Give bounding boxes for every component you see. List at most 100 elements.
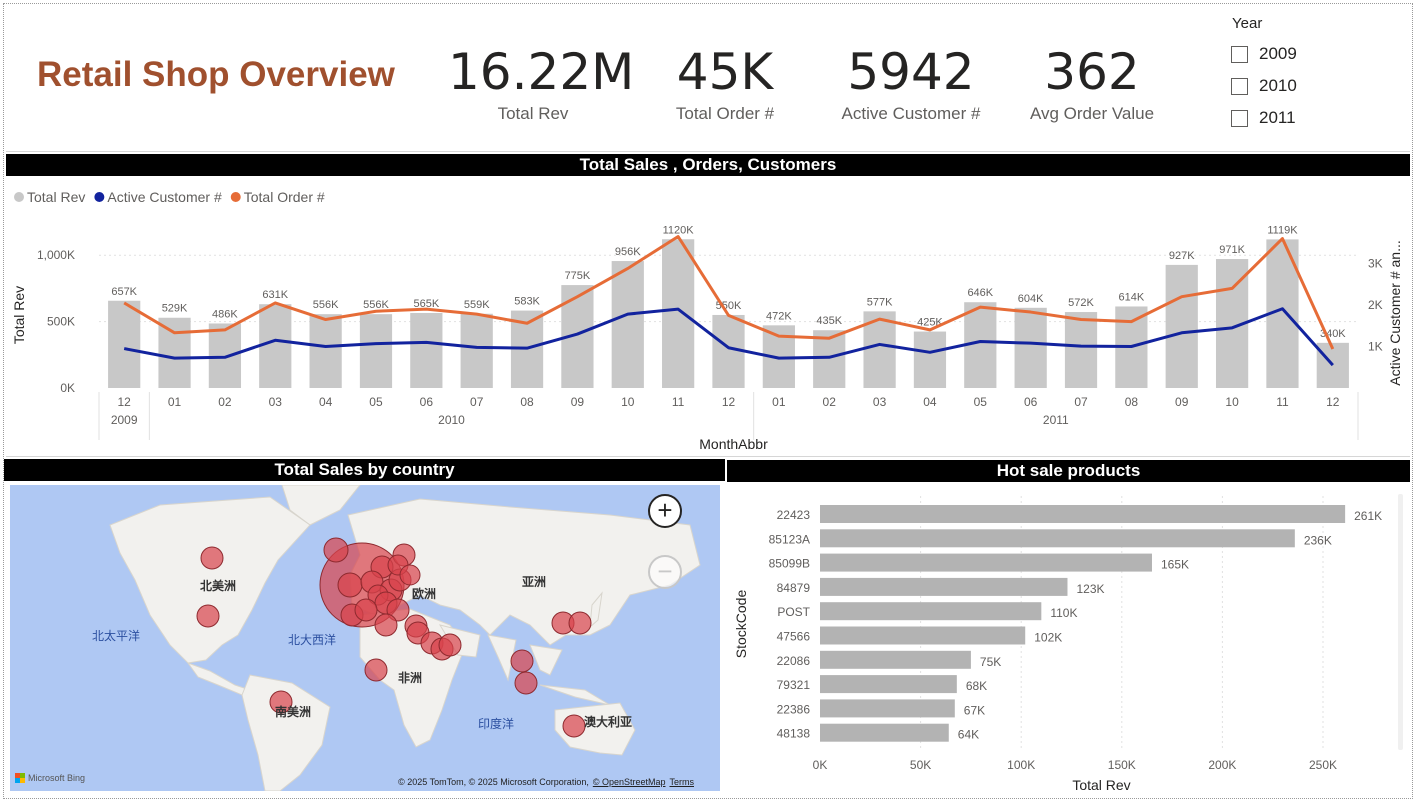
bar-data-label: 556K [313, 299, 339, 311]
slicer-option-label: 2009 [1259, 44, 1297, 63]
bar-total-rev [309, 314, 342, 388]
bar-data-label: 614K [1119, 291, 1145, 303]
bar-total-rev [813, 330, 846, 388]
slicer-option-2011[interactable]: 2011 [1230, 102, 1297, 134]
x-tick: 03 [873, 395, 887, 409]
bar-data-label: 1119K [1267, 224, 1298, 236]
bar-data-label: 1120K [663, 224, 695, 236]
checkbox[interactable] [1231, 45, 1248, 63]
legend-label: Total Order # [244, 189, 325, 205]
map-attribution: © 2025 TomTom, © 2025 Microsoft Corporat… [398, 777, 694, 787]
bar-total-rev [259, 304, 292, 388]
y-left-tick: 0K [60, 381, 75, 395]
kpi-total-rev[interactable]: 16.22M Total Rev [448, 42, 635, 124]
series-line [123, 307, 1334, 367]
x-tick: 05 [974, 395, 988, 409]
zoom-out-button[interactable]: − [648, 555, 682, 589]
bar-data-label: 486K [212, 308, 238, 320]
slicer-option-2009[interactable]: 2009 [1230, 38, 1297, 70]
kpi-value: 5942 [847, 43, 975, 101]
bar-data-label: 67K [964, 703, 985, 717]
bar-total-rev [662, 239, 695, 388]
kpi-active-customers[interactable]: 5942 Active Customer # [828, 42, 994, 124]
scrollbar-track [1398, 494, 1403, 750]
x-tick: 11 [1276, 395, 1289, 409]
legend-marker [14, 192, 24, 202]
checkbox[interactable] [1231, 109, 1248, 127]
bar-data-label: 646K [967, 287, 993, 299]
bar-total-rev [158, 317, 191, 388]
country-bubble [323, 537, 349, 563]
bar-data-label: 956K [615, 246, 641, 258]
sales-panel-title: Total Sales , Orders, Customers [6, 154, 1410, 176]
bar-data-label: 559K [464, 299, 490, 311]
y-right-tick: 2K [1368, 298, 1383, 312]
map-canvas [109, 485, 701, 791]
greenland [281, 485, 361, 526]
product-code: 48138 [777, 727, 811, 741]
map-label-north-pacific: 北太平洋 [92, 629, 141, 643]
x-tick: 10 [1225, 395, 1239, 409]
product-bar [820, 699, 955, 718]
x-tick: 09 [1175, 395, 1189, 409]
hot-products-bar-chart[interactable]: 0K 50K 100K 150K 200K 250K 22423 261K 85123A 236K… [727, 484, 1410, 796]
x-tick: 07 [1074, 395, 1088, 409]
sales-combo-chart[interactable]: Total Rev Active Customer # Total Order # 0… [6, 177, 1410, 457]
y-left-tick: 500K [47, 315, 75, 329]
zoom-in-button[interactable]: + [648, 494, 682, 528]
year-slicer: Year 2009 2010 2011 [1230, 15, 1297, 134]
product-code: 22386 [777, 702, 811, 716]
product-code: 22423 [777, 508, 811, 522]
slicer-option-2010[interactable]: 2010 [1230, 70, 1297, 102]
x-axis-title: MonthAbbr [699, 436, 768, 452]
country-bubble [386, 598, 410, 622]
x-tick: 06 [420, 395, 434, 409]
product-bar [820, 626, 1026, 645]
x-tick: 150K [1108, 758, 1136, 772]
bar-data-label: 75K [980, 655, 1001, 669]
kpi-label: Avg Order Value [1029, 104, 1155, 123]
x-tick: 200K [1208, 758, 1236, 772]
bar-data-label: 261K [1354, 509, 1382, 523]
country-bubble [510, 649, 534, 673]
bar-data-label: 110K [1050, 606, 1077, 620]
map-label-north-atlantic: 北大西洋 [288, 633, 337, 647]
x-tick: 04 [923, 395, 937, 409]
x-axis-title: Total Rev [1072, 777, 1130, 793]
sales-map[interactable]: 北美洲 南美洲 欧洲 亚洲 非洲 澳大利亚 北太平洋 北大西洋 印度洋 + − … [10, 485, 720, 791]
kpi-value: 16.22M [448, 43, 635, 101]
bar-data-label: 236K [1304, 533, 1332, 547]
x-tick: 50K [910, 758, 931, 772]
land [109, 485, 701, 791]
product-code: POST [777, 605, 810, 619]
legend-marker [230, 192, 241, 202]
x-tick: 0K [813, 758, 828, 772]
map-panel-title: Total Sales by country [4, 459, 725, 481]
bar-total-rev [1064, 312, 1098, 388]
x-tick: 12 [1326, 395, 1340, 409]
kpi-avg-order-value[interactable]: 362 Avg Order Value [1022, 42, 1162, 124]
y-left-tick: 1,000K [37, 248, 75, 262]
product-code: 47566 [777, 630, 811, 644]
kpi-total-orders[interactable]: 45K Total Order # [660, 42, 790, 124]
bar-data-label: 64K [958, 728, 979, 742]
checkbox[interactable] [1231, 77, 1248, 95]
north-america [109, 496, 311, 664]
product-code: 85099B [769, 557, 810, 571]
y-axis-title: StockCode [733, 590, 749, 659]
x-tick: 09 [571, 395, 585, 409]
country-bubble [200, 546, 224, 570]
series-line [123, 235, 1335, 350]
map-label-oceania: 澳大利亚 [584, 715, 633, 729]
country-bubble [568, 611, 592, 635]
x-tick: 02 [218, 395, 232, 409]
osm-link[interactable]: © OpenStreetMap [592, 777, 666, 787]
kpi-label: Active Customer # [841, 104, 981, 123]
x-tick: 06 [1024, 395, 1038, 409]
x-tick: 02 [823, 395, 837, 409]
product-bar [820, 723, 949, 742]
x-tick: 100K [1007, 758, 1035, 772]
bar-data-label: 577K [867, 296, 893, 308]
product-bar [820, 602, 1042, 621]
terms-link[interactable]: Terms [669, 777, 695, 787]
